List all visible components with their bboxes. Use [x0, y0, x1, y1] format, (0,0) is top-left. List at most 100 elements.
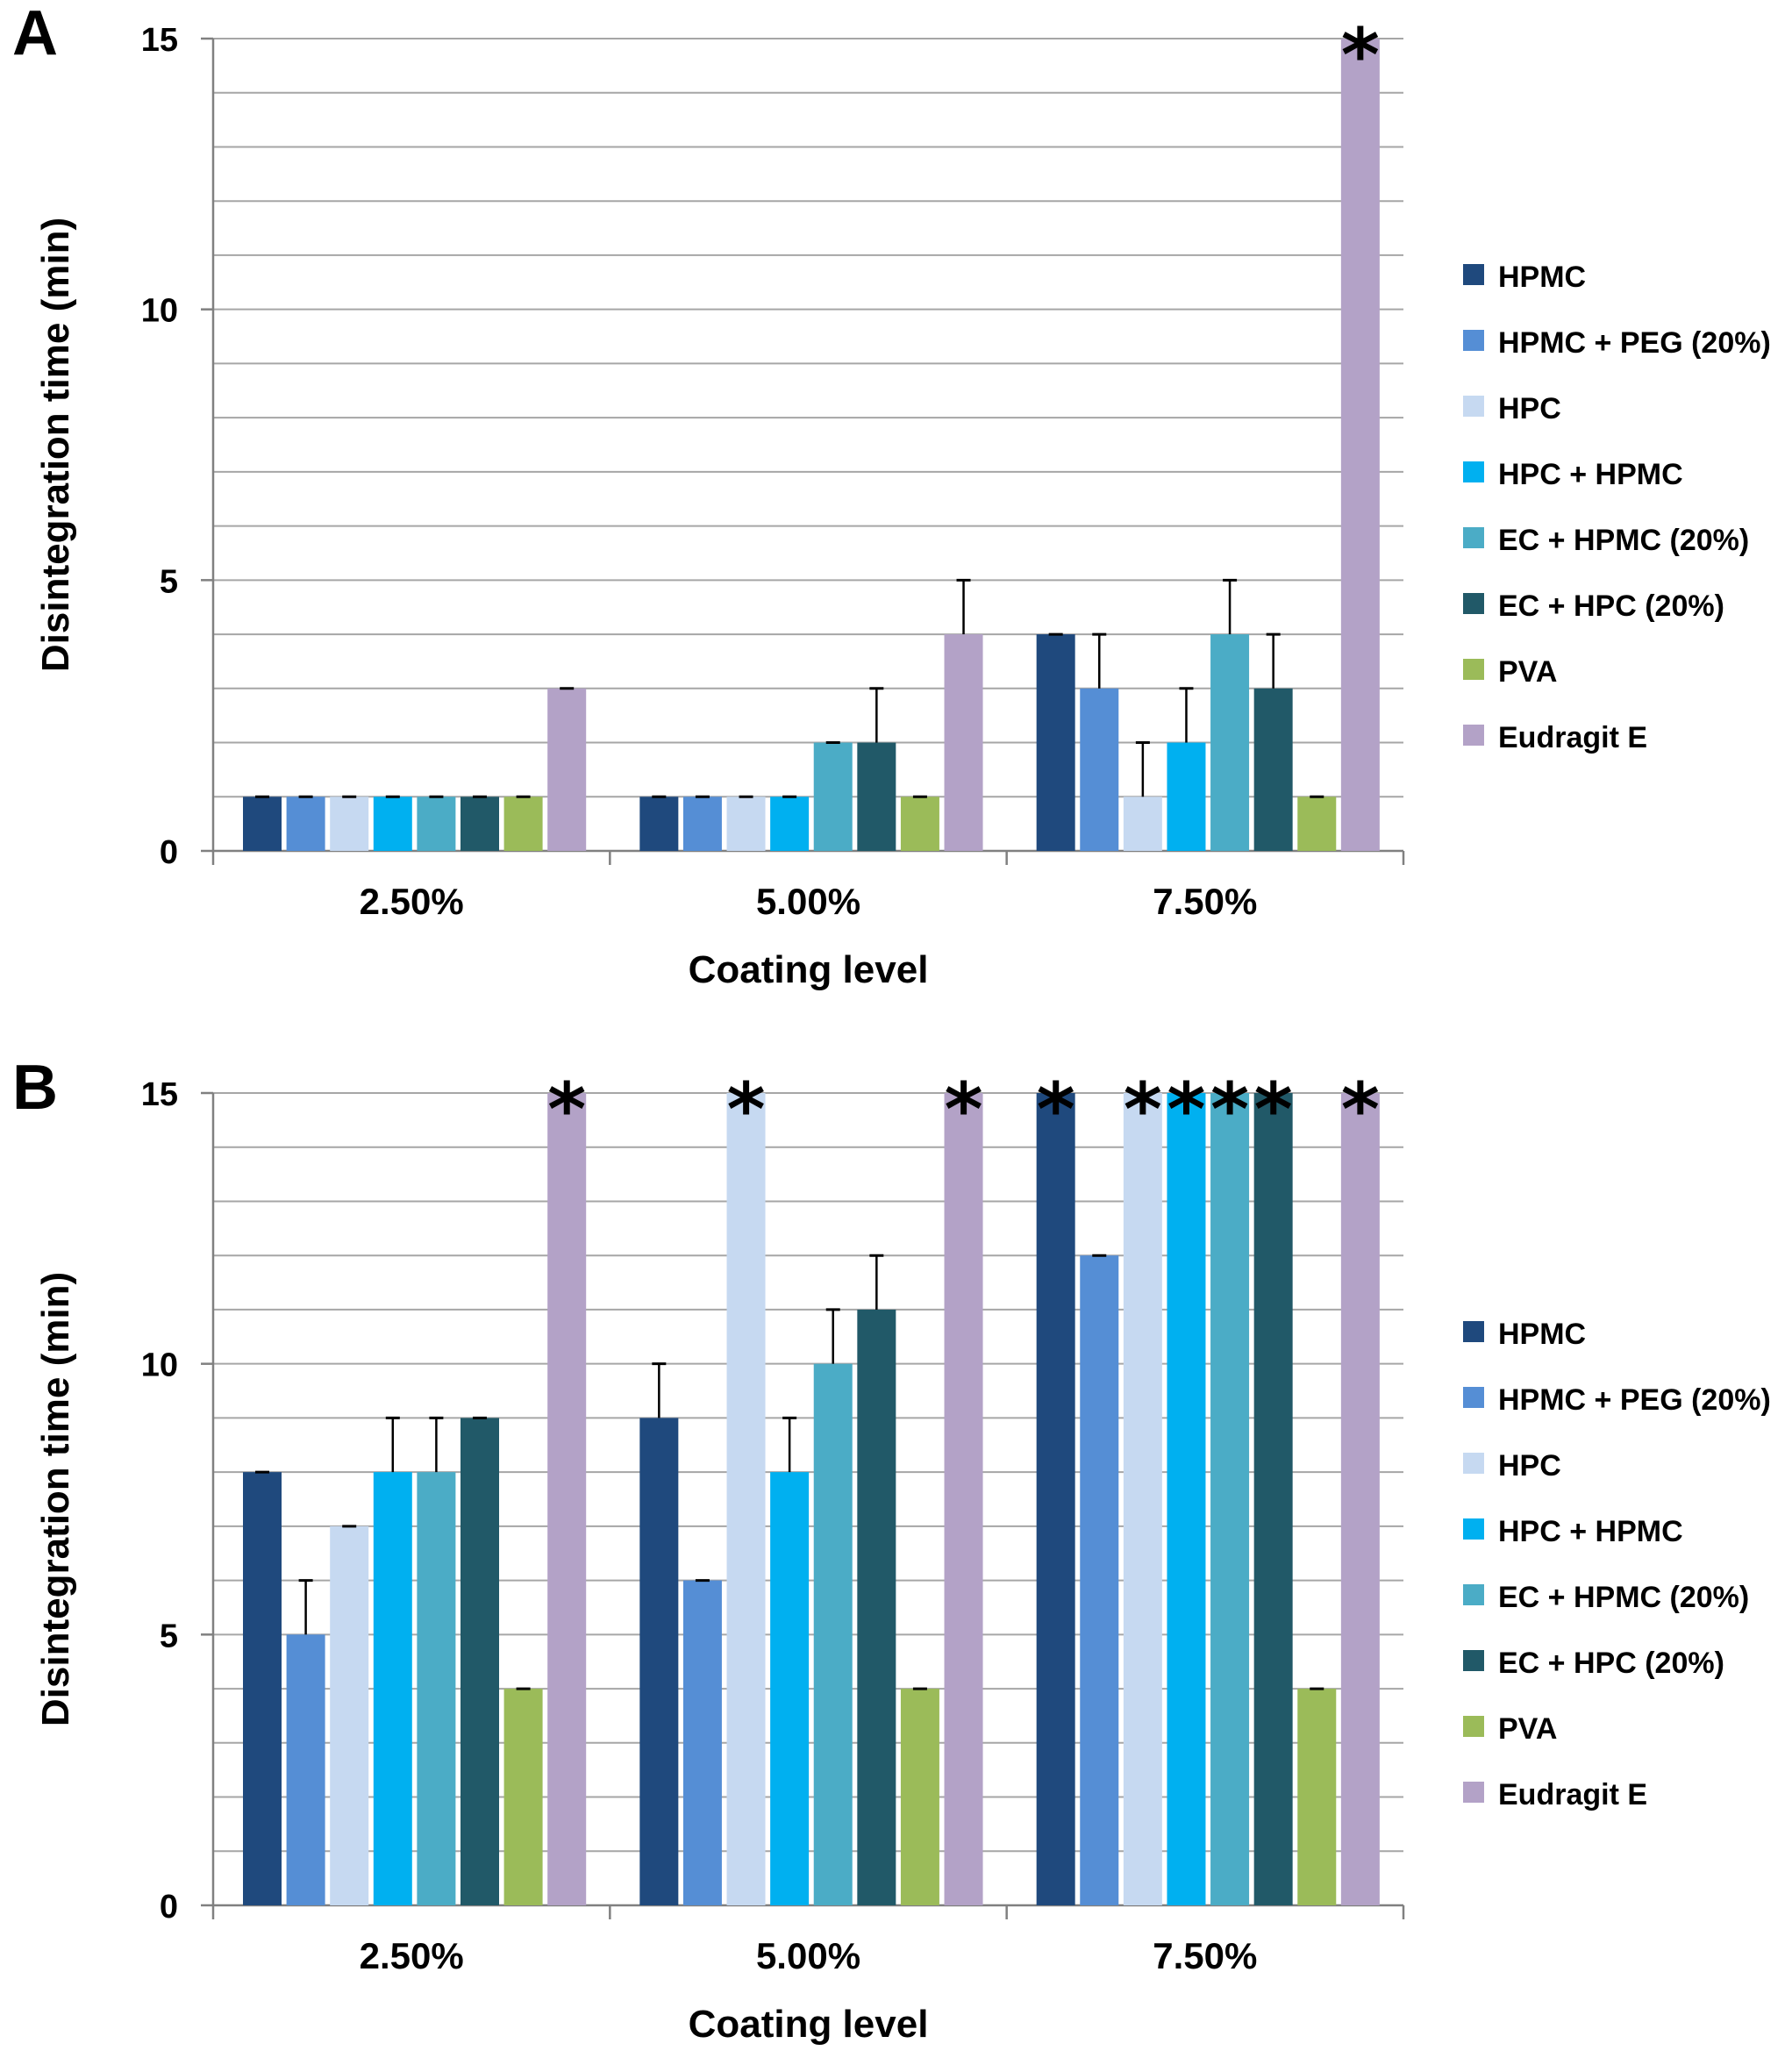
bar: [373, 1472, 412, 1905]
bar: [330, 1525, 369, 1905]
chart-panel-b: B 0 5 10 15 2.50% 5.00% 7.50% Coating level Disin…: [12, 1053, 1771, 2046]
legend-label: HPMC + PEG (20%): [1498, 326, 1771, 360]
bar: [1340, 39, 1380, 851]
y-tick-label: 0: [160, 834, 178, 871]
legend-swatch: [1463, 1518, 1484, 1540]
legend-label: EC + HPMC (20%): [1498, 1581, 1749, 1614]
significance-star: *: [1037, 1067, 1075, 1153]
bar: [813, 742, 853, 851]
legend-swatch: [1463, 725, 1484, 746]
bar: [547, 1093, 587, 1905]
bar: [417, 797, 456, 851]
significance-star: *: [1254, 1067, 1293, 1153]
x-tick-label: 5.00%: [756, 881, 860, 922]
bar: [857, 1309, 896, 1905]
legend-label: EC + HPC (20%): [1498, 589, 1724, 623]
legend-swatch: [1463, 461, 1484, 482]
significance-star: *: [1210, 1067, 1249, 1153]
bar: [1167, 742, 1206, 851]
bar: [770, 1472, 810, 1905]
significance-star: *: [1341, 1067, 1380, 1153]
bar: [503, 1689, 543, 1905]
panel-letter: B: [12, 1053, 58, 1123]
legend-label: HPMC + PEG (20%): [1498, 1383, 1771, 1417]
bar: [1167, 1093, 1206, 1905]
legend-label: PVA: [1498, 1712, 1557, 1746]
bar: [1210, 634, 1250, 851]
legend-swatch: [1463, 659, 1484, 680]
chart-panel-a: A 0 5 10 15 2.50% 5.00% 7.50% Coating level Disin…: [12, 0, 1771, 991]
bar: [243, 797, 282, 851]
legend-label: HPC + HPMC: [1498, 1515, 1683, 1548]
legend-label: HPC + HPMC: [1498, 458, 1683, 491]
bar: [857, 742, 896, 851]
panel-letter: A: [12, 0, 58, 68]
legend-label: EC + HPC (20%): [1498, 1647, 1724, 1680]
bar: [1080, 1255, 1119, 1905]
bar: [286, 1634, 325, 1905]
legend-label: PVA: [1498, 655, 1557, 689]
legend-swatch: [1463, 330, 1484, 351]
x-axis-title: Coating level: [689, 2003, 929, 2046]
bar: [1297, 1689, 1337, 1905]
significance-star: *: [945, 1067, 983, 1153]
bar: [286, 797, 325, 851]
bar: [460, 797, 499, 851]
bar: [1123, 1093, 1162, 1905]
y-axis-title: Disintegration time (min): [34, 1272, 77, 1726]
bar: [639, 797, 679, 851]
significance-star: *: [1167, 1067, 1205, 1153]
x-tick-label: 7.50%: [1153, 1935, 1257, 1976]
y-axis-title: Disintegration time (min): [34, 218, 77, 672]
bar: [944, 1093, 983, 1905]
bar: [373, 797, 412, 851]
legend-label: Eudragit E: [1498, 1778, 1647, 1811]
bar: [900, 1689, 939, 1905]
y-tick-label: 5: [160, 563, 178, 600]
bar: [460, 1418, 499, 1905]
bar: [547, 688, 587, 851]
legend-label: HPC: [1498, 1449, 1561, 1483]
y-tick-label: 0: [160, 1889, 178, 1926]
legend-label: EC + HPMC (20%): [1498, 524, 1749, 557]
legend-swatch: [1463, 527, 1484, 548]
x-tick-label: 5.00%: [756, 1935, 860, 1976]
bar: [682, 1580, 722, 1905]
bar: [417, 1472, 456, 1905]
bar: [726, 1093, 766, 1905]
significance-star: *: [1341, 12, 1380, 98]
y-tick-label: 15: [141, 22, 178, 59]
legend-swatch: [1463, 1716, 1484, 1737]
bar: [1253, 1093, 1293, 1905]
bar: [682, 797, 722, 851]
bar: [1210, 1093, 1250, 1905]
bar: [330, 797, 369, 851]
significance-star: *: [727, 1067, 766, 1153]
significance-star: *: [1124, 1067, 1162, 1153]
bar: [503, 797, 543, 851]
bar: [1340, 1093, 1380, 1905]
legend-swatch: [1463, 1584, 1484, 1605]
legend-label: Eudragit E: [1498, 721, 1647, 754]
x-tick-label: 2.50%: [360, 1935, 464, 1976]
bar: [813, 1363, 853, 1905]
legend-label: HPC: [1498, 392, 1561, 425]
legend-swatch: [1463, 1321, 1484, 1342]
bar: [1036, 1093, 1075, 1905]
legend-swatch: [1463, 1650, 1484, 1671]
x-tick-label: 7.50%: [1153, 881, 1257, 922]
bar: [243, 1472, 282, 1905]
legend-label: HPMC: [1498, 261, 1586, 294]
x-axis-title: Coating level: [689, 948, 929, 991]
bar: [900, 797, 939, 851]
y-tick-label: 10: [141, 293, 178, 330]
bar: [639, 1418, 679, 1905]
bar: [1036, 634, 1075, 851]
bar: [944, 634, 983, 851]
legend-swatch: [1463, 1782, 1484, 1803]
legend-label: HPMC: [1498, 1318, 1586, 1351]
bar: [1123, 797, 1162, 851]
y-tick-label: 15: [141, 1076, 178, 1113]
legend-swatch: [1463, 396, 1484, 417]
